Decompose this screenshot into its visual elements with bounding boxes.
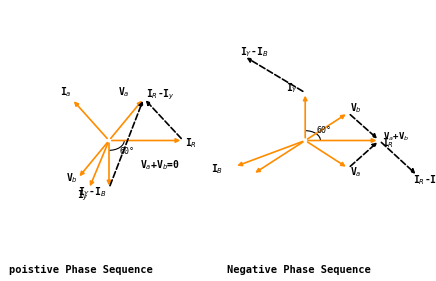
Text: I$_R$-I$_Y$: I$_R$-I$_Y$ bbox=[413, 173, 436, 187]
Text: I$_R$: I$_R$ bbox=[382, 136, 394, 150]
Text: I$_Y$-I$_B$: I$_Y$-I$_B$ bbox=[78, 185, 107, 199]
Text: V$_a$+V$_b$=0: V$_a$+V$_b$=0 bbox=[140, 158, 180, 173]
Text: Negative Phase Sequence: Negative Phase Sequence bbox=[227, 264, 371, 275]
Text: I$_R$-I$_y$: I$_R$-I$_y$ bbox=[146, 87, 175, 102]
Text: I$_y$: I$_y$ bbox=[77, 189, 89, 203]
Text: 60°: 60° bbox=[316, 126, 331, 135]
Text: V$_a$: V$_a$ bbox=[351, 165, 362, 179]
Text: I$_R$: I$_R$ bbox=[185, 136, 198, 150]
Text: V$_a$+V$_b$: V$_a$+V$_b$ bbox=[383, 130, 409, 142]
Text: I$_B$: I$_B$ bbox=[211, 162, 223, 176]
Text: V$_b$: V$_b$ bbox=[351, 101, 362, 115]
Text: V$_b$: V$_b$ bbox=[66, 172, 78, 185]
Text: I$_a$: I$_a$ bbox=[60, 85, 72, 99]
Text: I$_Y$: I$_Y$ bbox=[286, 81, 298, 95]
Text: 60°: 60° bbox=[120, 147, 135, 156]
Text: poistive Phase Sequence: poistive Phase Sequence bbox=[9, 264, 153, 275]
Text: V$_a$: V$_a$ bbox=[118, 85, 129, 99]
Text: I$_Y$-I$_B$: I$_Y$-I$_B$ bbox=[240, 45, 268, 59]
